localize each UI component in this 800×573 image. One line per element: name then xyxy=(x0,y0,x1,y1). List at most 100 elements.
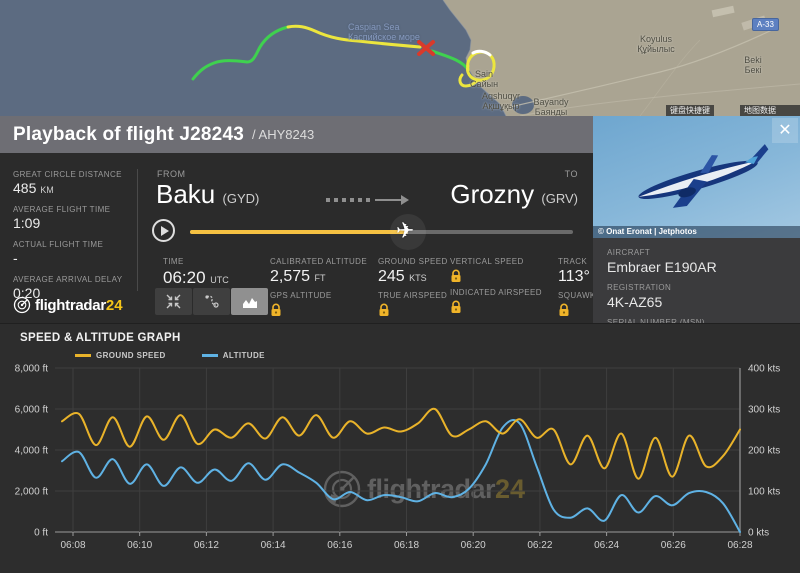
x-axis-tick-label: 06:12 xyxy=(194,540,219,551)
route-arrow-icon xyxy=(326,195,409,205)
view-toggle-buttons xyxy=(155,288,269,315)
x-axis-tick-label: 06:28 xyxy=(727,540,752,551)
route-icon xyxy=(205,295,219,308)
y-axis-right-tick: 0 kts xyxy=(748,528,769,539)
lake xyxy=(512,96,534,114)
close-icon[interactable]: ✕ xyxy=(772,118,798,143)
serial-number-label: SERIAL NUMBER (MSN) xyxy=(607,318,800,327)
aircraft-panel: ✕ © Onat Eronat | Jetphotos AIRCRAFT Emb… xyxy=(593,116,800,345)
radar-watermark-icon xyxy=(323,470,361,508)
lock-icon xyxy=(451,300,461,313)
telemetry-vertical-speed: VERTICAL SPEED INDICATED AIRSPEED xyxy=(450,257,542,314)
map-place-label: Beki Бекі xyxy=(744,55,762,75)
flight-loop xyxy=(466,50,496,82)
flight-stats: GREAT CIRCLE DISTANCE 485 KM AVERAGE FLI… xyxy=(13,170,131,310)
telemetry-ground-speed: GROUND SPEED 245 KTS TRUE AIRSPEED xyxy=(378,257,448,317)
map[interactable]: Caspian Sea Каспийское море Koyulus Құйылы… xyxy=(0,0,800,116)
graph-view-button[interactable] xyxy=(231,288,268,315)
y-axis-left-tick: 2,000 ft xyxy=(15,487,49,498)
origin-city: Baku (GYD) xyxy=(156,179,260,209)
map-canvas xyxy=(191,0,800,116)
x-axis-tick-label: 06:26 xyxy=(661,540,686,551)
telemetry-time: TIME 06:20 UTC xyxy=(163,257,229,287)
x-axis-tick-label: 06:10 xyxy=(127,540,152,551)
road-badge: A-33 xyxy=(752,18,779,31)
map-place-label: Sain Сайын xyxy=(469,69,499,89)
map-place-label: Aqshuqyr Ақшұқыр xyxy=(481,91,521,111)
playback-progress-bar[interactable]: ✈ xyxy=(190,214,573,250)
radar-icon xyxy=(13,296,31,314)
flight-trail-green xyxy=(191,25,290,81)
stat-average-arrival-delay: AVERAGE ARRIVAL DELAY 0:20 xyxy=(13,275,123,301)
aircraft-type-value: Embraer E190AR xyxy=(607,259,717,275)
x-axis-tick-label: 06:20 xyxy=(461,540,486,551)
road xyxy=(639,39,701,116)
to-label: TO xyxy=(564,169,578,179)
map-place-label: Bayandy Баянды xyxy=(533,97,569,116)
lock-icon xyxy=(451,269,461,282)
stat-great-circle-distance: GREAT CIRCLE DISTANCE 485 KM xyxy=(13,170,122,196)
coastline xyxy=(442,0,507,116)
route-view-button[interactable] xyxy=(193,288,230,315)
photo-credit: © Onat Eronat | Jetphotos xyxy=(593,226,800,238)
progress-fill xyxy=(190,230,408,234)
speed-altitude-chart[interactable]: 8,000 ft 400 kts 6,000 ft 300 kts 4,000 ft 20… xyxy=(0,324,800,573)
x-axis-tick-label: 06:22 xyxy=(527,540,552,551)
collapse-icon xyxy=(166,294,181,309)
y-axis-right-tick: 100 kts xyxy=(748,487,780,498)
aircraft-silhouette xyxy=(638,144,769,208)
y-axis-right-tick: 400 kts xyxy=(748,364,780,375)
map-data-attribution[interactable]: 地图数据 xyxy=(740,105,800,116)
x-axis-tick-label: 06:18 xyxy=(394,540,419,551)
registration-label: REGISTRATION xyxy=(607,283,672,292)
registration-value: 4K-AZ65 xyxy=(607,294,663,310)
y-axis-right-tick: 300 kts xyxy=(748,405,780,416)
x-axis-tick-label: 06:16 xyxy=(327,540,352,551)
road xyxy=(505,29,773,109)
map-place-label: Koyulus Құйылыс xyxy=(637,34,675,54)
page-title: Playback of flight J28243 xyxy=(13,123,244,145)
lock-icon xyxy=(271,303,281,316)
series-line-ground-speed xyxy=(61,407,741,480)
y-axis-left-tick: 0 ft xyxy=(34,528,48,539)
divider xyxy=(137,169,138,291)
aircraft-type-label: AIRCRAFT xyxy=(607,248,651,257)
graph-legend: GROUND SPEED ALTITUDE xyxy=(75,351,265,360)
collapse-view-button[interactable] xyxy=(155,288,192,315)
from-label: FROM xyxy=(157,169,186,179)
x-axis-tick-label: 06:08 xyxy=(60,540,85,551)
watermark: flightradar 24 xyxy=(322,469,525,509)
callsign: / AHY8243 xyxy=(252,127,315,142)
x-axis-tick-label: 06:24 xyxy=(594,540,619,551)
flight-trail-green-2 xyxy=(430,49,470,72)
y-axis-left-tick: 6,000 ft xyxy=(15,405,49,416)
lock-icon xyxy=(379,303,389,316)
crash-x-icon[interactable] xyxy=(417,40,435,56)
series-line-altitude xyxy=(61,419,741,533)
flightradar24-logo[interactable]: flightradar 24 xyxy=(13,296,123,314)
area-chart-icon xyxy=(242,297,257,308)
aircraft-details: AIRCRAFT Embraer E190AR REGISTRATION 4K-… xyxy=(593,238,800,345)
stat-average-flight-time: AVERAGE FLIGHT TIME 1:09 xyxy=(13,205,111,231)
flight-loop-tail xyxy=(458,73,480,88)
plane-marker-icon[interactable]: ✈ xyxy=(396,218,415,243)
stat-actual-flight-time: ACTUAL FLIGHT TIME - xyxy=(13,240,104,266)
field-patch xyxy=(711,5,735,18)
y-axis-left-tick: 4,000 ft xyxy=(15,446,49,457)
play-icon xyxy=(160,225,169,236)
map-land xyxy=(443,0,800,116)
road xyxy=(519,83,800,116)
plane-halo xyxy=(390,214,426,250)
lock-icon xyxy=(559,303,569,316)
graph-title: SPEED & ALTITUDE GRAPH xyxy=(20,332,181,344)
altitude-legend-swatch xyxy=(201,354,218,357)
play-button[interactable] xyxy=(152,219,175,242)
telemetry-track: TRACK 113° SQUAWK xyxy=(558,257,596,317)
altitude-legend-label: ALTITUDE xyxy=(222,351,265,360)
flight-trail-yellow xyxy=(286,24,422,49)
map-sea-label: Caspian Sea Каспийское море xyxy=(348,22,420,42)
telemetry-calibrated-altitude: CALIBRATED ALTITUDE 2,575 FT GPS ALTITUD… xyxy=(270,257,367,317)
aircraft-photo[interactable]: ✕ © Onat Eronat | Jetphotos xyxy=(593,116,800,238)
map-keyboard-shortcuts[interactable]: 键盘快捷键 xyxy=(666,105,714,116)
